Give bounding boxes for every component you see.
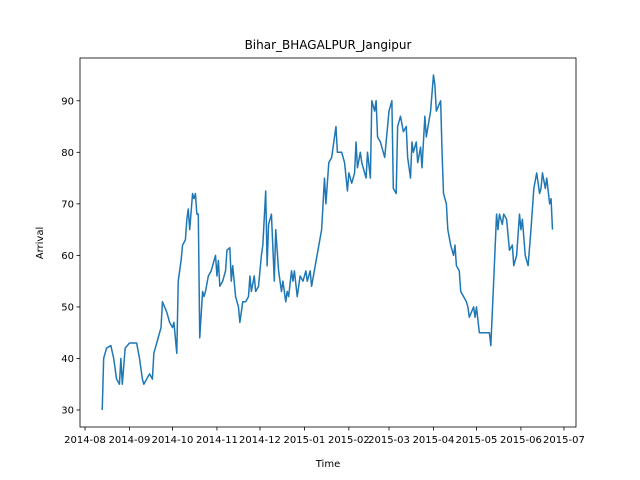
x-tick-label: 2014-10	[152, 435, 194, 446]
x-tick-label: 2015-03	[368, 435, 410, 446]
chart-title: Bihar_BHAGALPUR_Jangipur	[245, 38, 412, 52]
x-tick-label: 2015-01	[284, 435, 326, 446]
plot-frame	[79, 57, 577, 428]
x-tick-label: 2015-07	[543, 435, 585, 446]
x-tick-label: 2015-05	[456, 435, 498, 446]
series-line	[101, 74, 554, 411]
y-tick-label: 40	[61, 354, 74, 365]
y-tick-label: 30	[61, 405, 74, 416]
x-tick-label: 2014-09	[109, 435, 151, 446]
y-tick-label: 80	[61, 148, 74, 159]
x-tick-label: 2015-06	[500, 435, 542, 446]
y-axis-label: Arrival	[35, 227, 46, 260]
x-axis-label: Time	[315, 459, 340, 470]
x-tick-label: 2014-08	[64, 435, 106, 446]
y-tick-label: 60	[61, 251, 74, 262]
x-tick-label: 2014-11	[196, 435, 238, 446]
x-tick-label: 2015-02	[328, 435, 370, 446]
x-tick-label: 2014-12	[239, 435, 281, 446]
y-tick-label: 50	[61, 302, 74, 313]
x-tick-label: 2015-04	[413, 435, 455, 446]
y-tick-label: 90	[61, 96, 74, 107]
y-tick-label: 70	[61, 199, 74, 210]
